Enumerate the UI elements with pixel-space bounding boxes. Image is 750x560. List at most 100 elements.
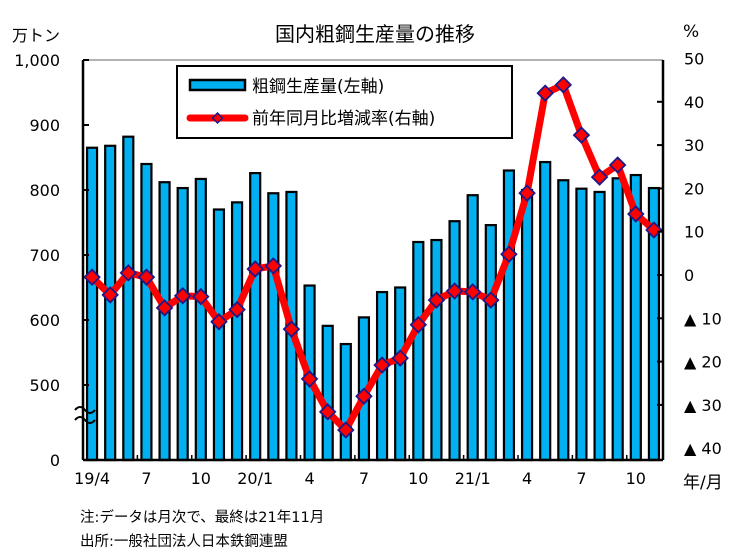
bar xyxy=(176,186,189,462)
x-tick-label: 10 xyxy=(626,469,646,488)
bar xyxy=(448,220,461,462)
bar xyxy=(593,190,606,462)
line-marker xyxy=(608,156,627,174)
line-marker xyxy=(572,126,591,144)
y-left-tick-labels: 1,000 900 800 700 600 500 0 xyxy=(14,51,60,470)
y-left-tick-label: 800 xyxy=(29,181,60,200)
legend-box xyxy=(176,65,513,139)
bar xyxy=(339,342,352,462)
line-marker xyxy=(463,283,482,301)
legend-marker-icon xyxy=(211,111,224,125)
line-series xyxy=(83,76,663,439)
x-tick-label: 7 xyxy=(576,469,586,488)
bar xyxy=(484,224,497,462)
y-right-unit: % xyxy=(683,22,700,42)
y-left-tick-label: 900 xyxy=(29,116,60,135)
line-marker xyxy=(373,356,391,374)
x-tick-label: 7 xyxy=(141,469,151,488)
axes xyxy=(74,59,665,462)
line-marker xyxy=(264,257,283,275)
y-left-tick-label: 700 xyxy=(29,246,60,265)
line-marker xyxy=(482,291,500,309)
x-tick-label: 4 xyxy=(304,469,314,488)
y-right-tick-label: 50 xyxy=(684,50,704,69)
line-marker xyxy=(155,299,174,317)
line-marker xyxy=(173,287,192,305)
bar xyxy=(430,238,443,462)
legend-label-bar: 粗鋼生産量(左軸) xyxy=(252,77,384,97)
line-marker xyxy=(427,291,446,309)
line-marker xyxy=(409,316,428,334)
legend-bar-swatch xyxy=(188,78,247,92)
y-right-tick-label: 0 xyxy=(684,266,694,285)
bar xyxy=(140,162,153,462)
y-right-tick-label: 40 xyxy=(684,93,704,112)
chart-note: 注:データは月次で、最終は21年11月 xyxy=(80,510,325,526)
line-marker xyxy=(137,268,156,286)
line-marker xyxy=(210,312,228,331)
line-marker xyxy=(246,260,264,278)
y-right-tick-label: 10 xyxy=(684,223,704,242)
line-marker xyxy=(590,168,609,186)
bar xyxy=(575,187,588,462)
line-marker xyxy=(645,221,663,239)
x-tick-labels: 19/4 7 10 20/1 4 7 10 21/1 4 7 10 xyxy=(74,469,646,488)
bar xyxy=(466,194,479,462)
legend: 粗鋼生産量(左軸) 前年同月比増減率(右軸) xyxy=(176,65,513,139)
bar xyxy=(230,201,244,462)
x-tick-label: 21/1 xyxy=(455,469,491,488)
line-marker xyxy=(391,349,409,367)
line-marker xyxy=(554,76,573,94)
line-marker xyxy=(627,205,645,223)
bar xyxy=(321,324,334,462)
line-marker xyxy=(518,184,536,202)
y-left-unit: 万トン xyxy=(12,26,61,45)
line-marker xyxy=(83,268,101,286)
bar xyxy=(412,240,425,462)
y-left-tick-label: 500 xyxy=(29,376,60,395)
axis-break-icon xyxy=(74,406,96,424)
bar xyxy=(502,169,516,462)
y-right-tick-label: ▲ 20 xyxy=(684,353,722,372)
y-right-tick-label: ▲ 40 xyxy=(684,439,722,458)
y-right-tick-label: ▲ 10 xyxy=(684,309,722,328)
y-right-tick-label: 30 xyxy=(684,136,704,155)
line-marker xyxy=(228,300,246,319)
bar xyxy=(394,286,407,462)
y-left-tick-label: 1,000 xyxy=(14,51,60,70)
line-marker xyxy=(119,264,138,282)
line-marker xyxy=(300,370,319,388)
bar xyxy=(520,188,534,462)
chart-source: 出所:一般社団法人日本鉄鋼連盟 xyxy=(80,534,288,550)
bar xyxy=(539,160,552,462)
line-marker xyxy=(500,245,518,263)
bar xyxy=(212,208,226,462)
y-right-tick-label: 20 xyxy=(684,179,704,198)
x-tick-label: 20/1 xyxy=(237,469,273,488)
y-right-tick-labels: 50 40 30 20 10 0 ▲ 10 ▲ 20 ▲ 30 ▲ 40 xyxy=(684,50,722,459)
y-left-tick-label: 600 xyxy=(29,311,60,330)
x-tick-label: 10 xyxy=(408,469,428,488)
line-marker xyxy=(355,387,373,406)
line-marker xyxy=(445,282,464,300)
line-marker xyxy=(192,287,210,306)
x-tick-label: 10 xyxy=(191,469,211,488)
bar xyxy=(267,192,280,462)
x-axis-unit: 年/月 xyxy=(683,473,723,493)
bar xyxy=(122,135,135,462)
y-left-tick-label: 0 xyxy=(50,451,60,470)
x-tick-label: 4 xyxy=(522,469,532,488)
line-marker xyxy=(337,421,355,439)
bar xyxy=(194,177,207,462)
bar xyxy=(249,172,262,462)
line-marker xyxy=(282,320,301,338)
bar xyxy=(611,177,624,462)
bar xyxy=(158,181,171,462)
legend-label-line: 前年同月比増減率(右軸) xyxy=(252,109,435,129)
x-tick-label: 19/4 xyxy=(74,469,110,488)
y-right-tick-label: ▲ 30 xyxy=(684,396,722,415)
line-marker xyxy=(536,84,554,102)
bar xyxy=(557,179,570,462)
line-marker xyxy=(101,286,119,304)
